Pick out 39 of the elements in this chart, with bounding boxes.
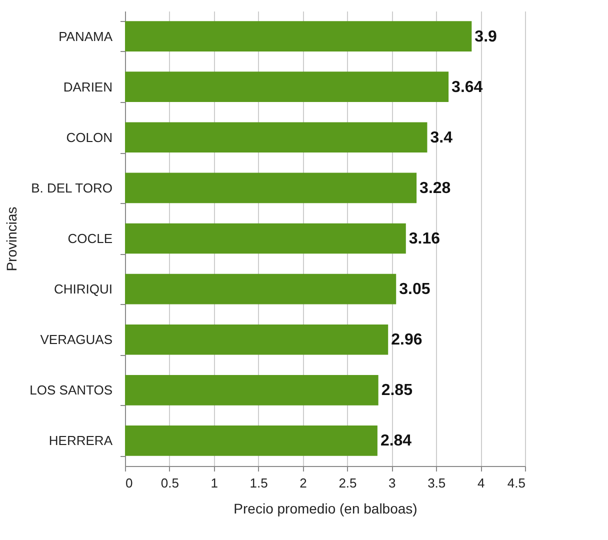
x-tick-label: 3 (388, 476, 396, 490)
bar (125, 274, 396, 304)
bar (125, 324, 388, 355)
y-tick-label: HERRERA (48, 433, 113, 448)
data-label: 3.05 (399, 281, 430, 298)
x-tick-label: 2 (300, 476, 307, 490)
data-label: 2.96 (391, 332, 422, 349)
data-label: 3.28 (420, 180, 451, 197)
data-label: 3.9 (474, 28, 498, 46)
bar (125, 426, 378, 456)
bar (125, 223, 406, 254)
x-axis-title: Precio promedio (en balboas) (234, 500, 418, 516)
x-tick-label: 1 (210, 476, 218, 490)
x-tick-label: 3.5 (428, 476, 446, 490)
x-tick-label: 0.5 (160, 476, 179, 490)
data-label: 3.4 (430, 129, 453, 146)
y-tick-label: DARIEN (63, 79, 112, 94)
data-label: 2.85 (381, 382, 413, 400)
bar (125, 172, 417, 204)
x-tick-label: 1.5 (250, 476, 268, 490)
y-tick-label: PANAMA (58, 28, 113, 44)
bar (125, 375, 378, 406)
x-tick-label: 4.5 (507, 476, 526, 490)
x-tick-label: 4 (477, 476, 485, 490)
y-tick-label: COCLE (68, 231, 113, 246)
y-tick-label: CHIRIQUI (54, 282, 112, 297)
y-axis-title: Provincias (4, 206, 20, 272)
y-tick-label: COLON (66, 130, 112, 145)
data-label: 3.16 (408, 230, 440, 248)
bar (125, 72, 449, 102)
bar (125, 122, 428, 153)
x-tick-label: 0 (126, 476, 133, 490)
bar (125, 21, 472, 52)
y-tick-label: VERAGUAS (40, 332, 113, 348)
data-label: 2.84 (380, 432, 412, 450)
data-label: 3.64 (452, 78, 483, 96)
y-tick-label: LOS SANTOS (30, 382, 113, 398)
y-tick-label: B. DEL TORO (31, 180, 112, 196)
x-tick-label: 2.5 (338, 476, 357, 490)
